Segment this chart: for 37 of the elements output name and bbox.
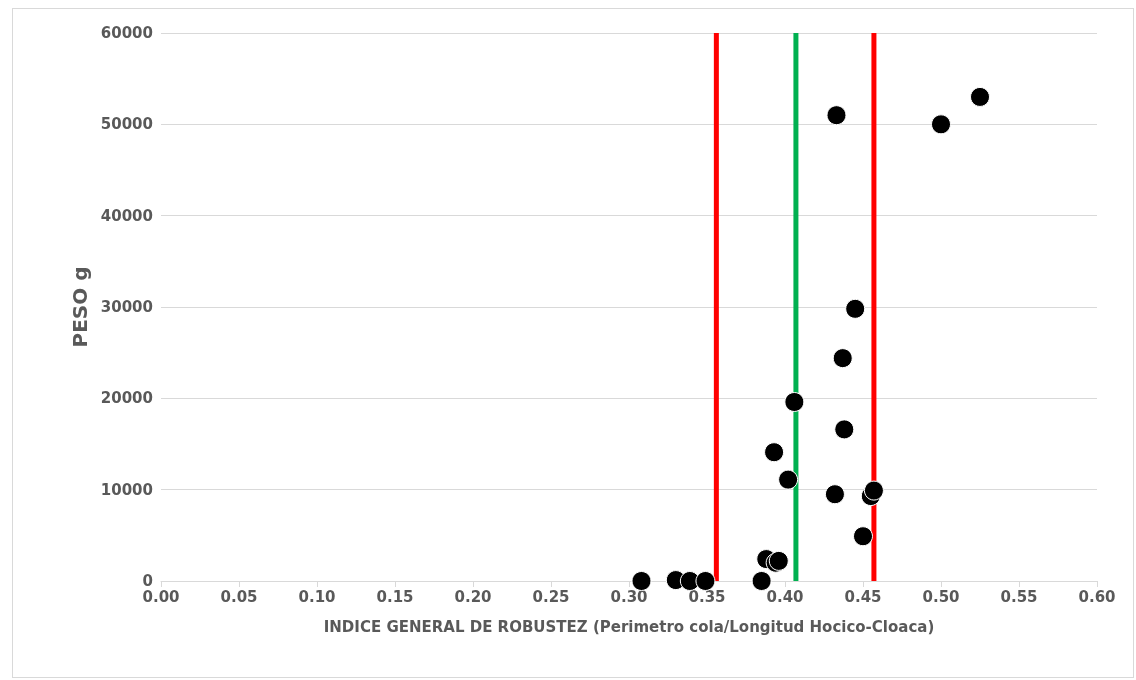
y-tick-label: 10000 [100, 480, 153, 499]
y-tick-label: 50000 [100, 115, 153, 134]
x-tick-label: 0.45 [844, 587, 882, 606]
y-tick-label: 60000 [100, 24, 153, 42]
y-tick-label: 30000 [100, 298, 153, 316]
point [845, 298, 866, 319]
point [826, 105, 847, 126]
x-axis-title: INDICE GENERAL DE ROBUSTEZ (Perimetro cola/Longitud Hocico-Cloaca) [323, 617, 935, 636]
x-tick-label: 0.30 [610, 587, 648, 606]
x-tick-label: 0.05 [220, 587, 258, 606]
x-tick-label: 0.55 [1000, 587, 1038, 606]
point [853, 526, 873, 547]
point [764, 442, 785, 463]
point [834, 419, 855, 440]
x-tick-label: 0.10 [298, 587, 336, 606]
x-tick-label: 0.50 [922, 587, 960, 606]
point [832, 348, 853, 369]
x-tick-label: 0.00 [142, 587, 180, 606]
x-tick-label: 0.25 [532, 587, 570, 606]
point [784, 391, 805, 412]
x-tick-label: 0.40 [766, 587, 804, 606]
point [824, 484, 845, 505]
x-tick-label: 0.35 [688, 587, 726, 606]
y-tick-label: 40000 [100, 206, 153, 225]
x-tick-label: 0.20 [454, 587, 492, 606]
y-tick-label: 20000 [100, 389, 153, 408]
point [970, 86, 990, 107]
point [695, 571, 716, 591]
y-tick-label: 0 [142, 572, 153, 590]
point [751, 571, 772, 591]
y-axis-title: PESO g [67, 266, 92, 348]
point [778, 469, 799, 490]
x-tick-label: 0.60 [1078, 587, 1116, 606]
point [863, 480, 884, 501]
point [631, 571, 652, 591]
point [931, 114, 951, 135]
x-tick-label: 0.15 [376, 587, 414, 606]
